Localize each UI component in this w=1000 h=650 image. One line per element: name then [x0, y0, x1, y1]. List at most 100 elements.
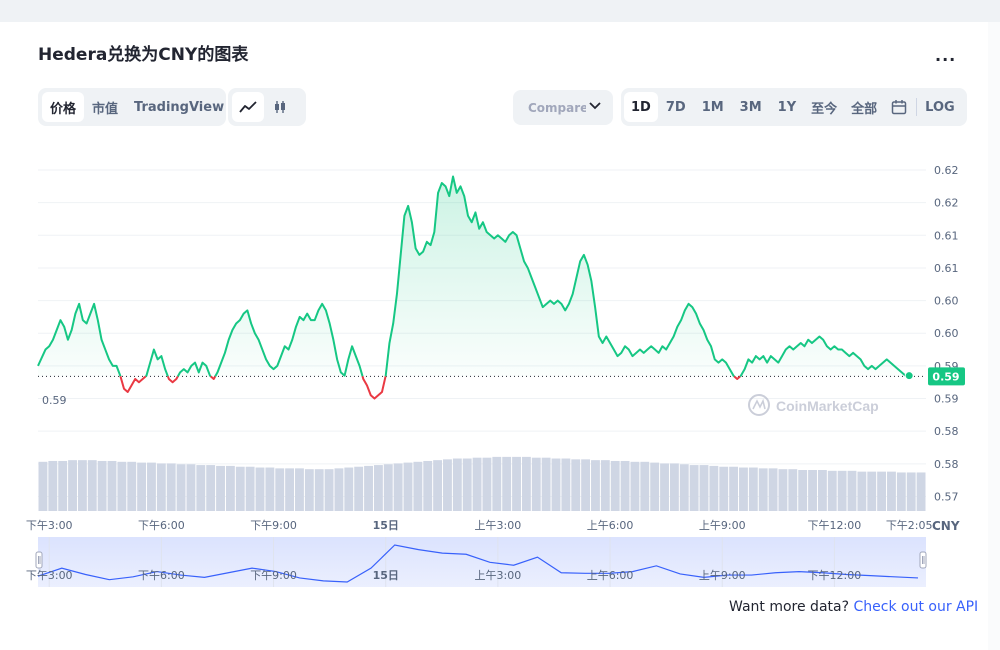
- tab-market-cap[interactable]: 市值: [92, 101, 119, 117]
- volume-bar: [443, 459, 452, 511]
- volume-bar: [295, 468, 304, 511]
- volume-bar: [117, 461, 127, 511]
- y-tick-label: 0.58: [934, 425, 959, 438]
- volume-bar: [48, 460, 58, 511]
- price-line-up: [176, 361, 212, 378]
- tab-price[interactable]: 价格: [42, 92, 85, 122]
- range-1m[interactable]: 1M: [701, 99, 724, 115]
- line-chart-icon[interactable]: [232, 92, 264, 122]
- candlestick-icon[interactable]: [264, 92, 296, 122]
- x-tick-label: 上午9:00: [699, 519, 746, 532]
- volume-bar: [689, 465, 699, 511]
- y-tick-label: 0.60: [934, 295, 959, 308]
- volume-bar: [788, 469, 798, 511]
- volume-bar: [502, 456, 512, 511]
- volume-bar: [304, 469, 314, 511]
- range-all[interactable]: 全部: [851, 101, 878, 117]
- compare-dropdown[interactable]: Compare w: [513, 90, 613, 125]
- range-7d[interactable]: 7D: [665, 99, 686, 115]
- volume-bar: [147, 462, 156, 511]
- navigator-selection: [38, 537, 926, 587]
- volume-bar: [679, 464, 689, 511]
- navigator-tick-label: 下午12:00: [808, 569, 862, 582]
- tab-tradingview[interactable]: TradingView: [134, 99, 225, 115]
- more-options-button[interactable]: ...: [935, 46, 957, 65]
- volume-bar: [334, 468, 344, 511]
- navigator-handle-left[interactable]: [35, 551, 43, 569]
- volume-bar: [225, 465, 235, 511]
- price-chart: CoinMarketCap 0.62 0.62 0.61 0.61 0.60 0.60 0.…: [26, 164, 965, 587]
- price-line-up: [384, 175, 735, 378]
- volume-bar: [571, 459, 581, 511]
- volume-bar: [906, 472, 916, 511]
- y-tick-label: 0.61: [934, 262, 959, 275]
- x-tick-label: 上午6:00: [587, 519, 634, 532]
- price-area-fill: [38, 176, 910, 377]
- volume-bar: [452, 458, 462, 511]
- x-tick-label: 上午3:00: [475, 519, 522, 532]
- volume-bar: [373, 465, 383, 511]
- volume-bar: [364, 465, 373, 511]
- volume-bar: [107, 460, 117, 511]
- chart-title: Hedera兑换为CNY的图表: [38, 45, 249, 65]
- log-scale-toggle[interactable]: LOG: [925, 99, 955, 115]
- top-strip: [0, 0, 1000, 22]
- range-divider: [916, 98, 918, 116]
- x-tick-label: 下午2:05: [886, 519, 933, 532]
- volume-bar: [314, 469, 324, 511]
- volume-bar: [798, 470, 808, 511]
- volume-bar: [531, 457, 541, 511]
- view-tabs: 价格 市值 TradingView: [38, 88, 226, 126]
- navigator-tick-label: 下午3:00: [26, 569, 73, 582]
- navigator-tick-label: 上午3:00: [475, 569, 522, 582]
- price-line-down: [166, 375, 179, 384]
- volume-bar: [561, 458, 571, 511]
- volume-bar: [245, 466, 255, 511]
- watermark-text: CoinMarketCap: [776, 398, 879, 414]
- volume-bar: [413, 461, 423, 511]
- volume-bar: [581, 459, 591, 511]
- volume-bar: [354, 466, 364, 511]
- volume-bar: [196, 465, 206, 511]
- api-link[interactable]: Check out our API: [853, 599, 979, 615]
- calendar-icon[interactable]: [884, 92, 914, 122]
- volume-bar: [709, 465, 719, 511]
- volume-bar: [383, 464, 393, 511]
- x-tick-label: 下午6:00: [138, 519, 185, 532]
- volume-bar: [867, 471, 877, 511]
- x-tick-label: 15日: [373, 519, 399, 532]
- volume-bar: [492, 456, 502, 511]
- volume-bar: [472, 457, 482, 511]
- range-3m[interactable]: 3M: [739, 99, 762, 115]
- volume-bar: [916, 472, 926, 511]
- range-1y[interactable]: 1Y: [777, 99, 797, 115]
- chevron-down-icon: [589, 102, 601, 110]
- y-tick-label: 0.58: [934, 458, 959, 471]
- y-tick-label: 0.59: [934, 393, 959, 406]
- navigator-tick-label: 上午9:00: [699, 569, 746, 582]
- range-ytd[interactable]: 至今: [811, 101, 838, 117]
- volume-bar: [285, 468, 295, 511]
- volume-bar: [669, 463, 679, 511]
- volume-bar: [620, 460, 630, 511]
- volume-bar: [650, 462, 660, 511]
- volume-bar: [551, 458, 561, 511]
- navigator-handle-right[interactable]: [919, 551, 927, 569]
- currency-label: CNY: [932, 519, 960, 533]
- range-navigator[interactable]: 下午3:00 下午6:00 下午9:00 15日 上午3:00 上午6:00 上午9:00 下…: [26, 537, 927, 587]
- volume-bar: [660, 463, 669, 511]
- volume-bar: [827, 470, 837, 511]
- volume-bar: [393, 463, 403, 511]
- volume-bar: [58, 460, 68, 511]
- price-line-up: [214, 302, 364, 377]
- navigator-tick-label: 15日: [373, 569, 399, 582]
- volume-bar: [610, 460, 620, 511]
- volume-bar: [137, 462, 147, 511]
- volume-bar: [127, 461, 137, 511]
- reference-price-label: 0.59: [42, 394, 67, 407]
- volume-bar: [808, 470, 817, 511]
- range-1d[interactable]: 1D: [624, 92, 658, 122]
- volume-bar: [156, 463, 166, 511]
- time-range-tabs: 1D 7D 1M 3M 1Y 至今 全部 LOG: [621, 88, 967, 126]
- navigator-line: [37, 544, 919, 583]
